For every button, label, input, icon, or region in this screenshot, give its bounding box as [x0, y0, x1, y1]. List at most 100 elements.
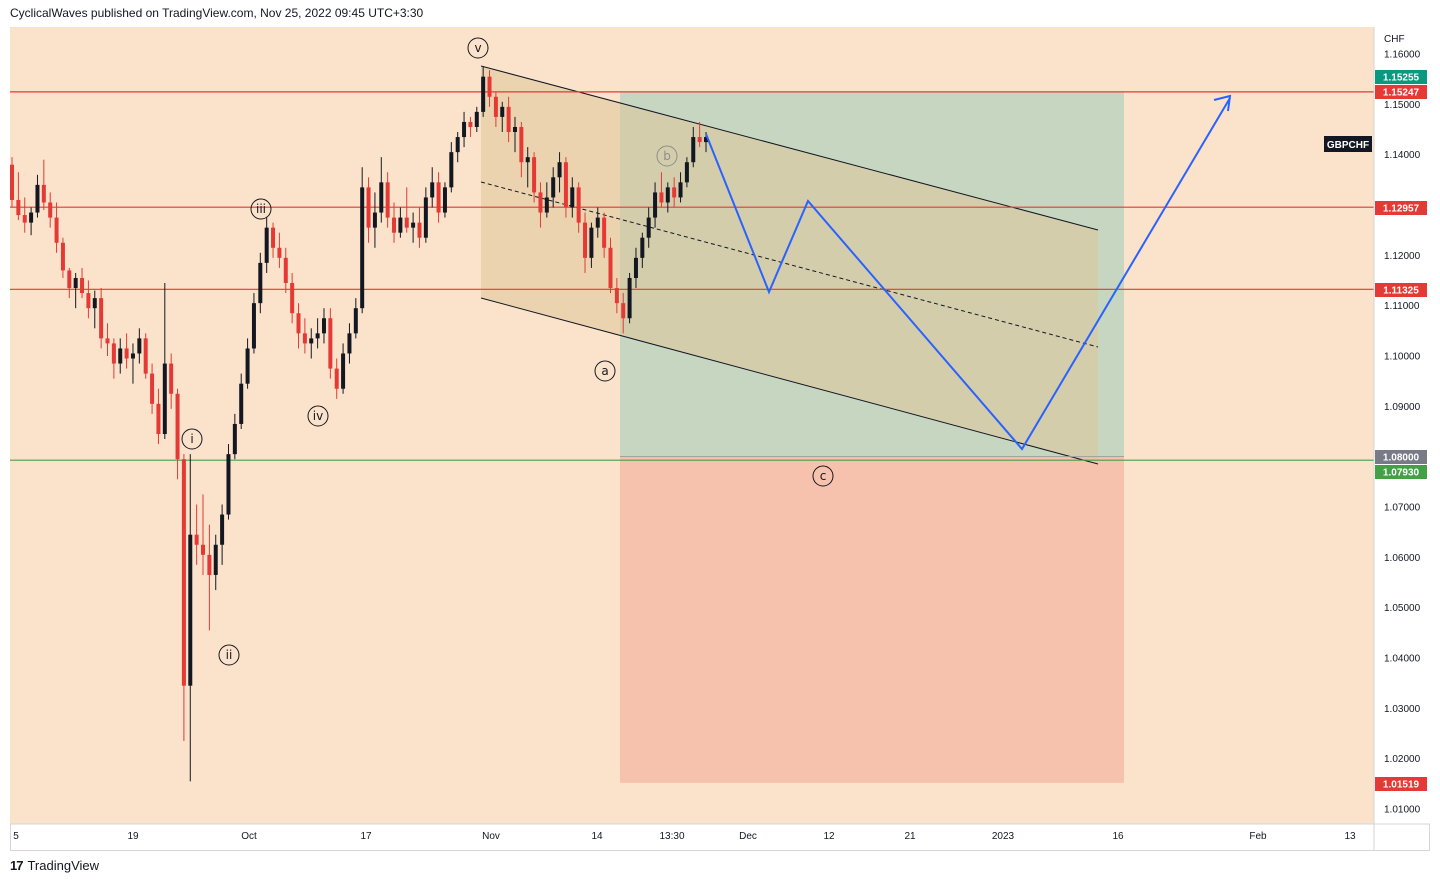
- candles: [10, 66, 708, 782]
- time-tick-label: 2023: [992, 831, 1015, 842]
- candle-body: [602, 217, 607, 248]
- candle: [353, 298, 358, 339]
- brand-name: TradingView: [27, 858, 100, 873]
- candle: [271, 222, 276, 258]
- candle: [54, 202, 59, 253]
- candle: [538, 182, 543, 228]
- candle-body: [633, 257, 638, 278]
- candle-body: [201, 544, 206, 555]
- candle: [169, 353, 174, 409]
- candle-body: [672, 187, 677, 198]
- candle-body: [525, 157, 530, 163]
- candle-body: [544, 197, 549, 213]
- wave-label-c: c: [812, 465, 834, 487]
- candle: [621, 293, 626, 334]
- candle: [60, 237, 65, 278]
- candle-body: [181, 459, 186, 686]
- candle: [48, 192, 53, 228]
- candle-body: [366, 187, 371, 228]
- candle: [640, 232, 645, 268]
- price-label-text: 1.08000: [1383, 453, 1420, 464]
- candle: [385, 172, 390, 228]
- candle: [436, 172, 441, 223]
- candle: [35, 174, 40, 218]
- candle: [417, 207, 422, 248]
- price-axis[interactable]: [1374, 27, 1430, 824]
- candle: [245, 338, 250, 389]
- candle-body: [423, 197, 428, 238]
- wave-label-text: a: [601, 364, 608, 378]
- candle: [137, 328, 142, 364]
- candle-body: [627, 277, 632, 319]
- candle: [512, 116, 517, 153]
- candle: [627, 272, 632, 324]
- price-label: 1.12957: [1375, 201, 1427, 215]
- candle: [576, 182, 581, 233]
- candle-body: [245, 348, 250, 384]
- candle: [372, 192, 377, 248]
- candle: [570, 177, 575, 218]
- candle: [99, 288, 104, 349]
- candle-body: [194, 534, 199, 545]
- candle-body: [232, 423, 237, 455]
- candle-body: [16, 199, 21, 216]
- wave-label-circle: [594, 360, 616, 382]
- candle: [557, 152, 562, 193]
- candle-body: [80, 277, 85, 294]
- candle: [462, 111, 467, 148]
- price-tick-label: 1.01000: [1384, 805, 1421, 816]
- candle-body: [583, 222, 588, 258]
- candle-body: [430, 182, 435, 198]
- wave-label-text: ii: [226, 648, 233, 662]
- price-tick-label: 1.03000: [1384, 704, 1421, 715]
- candle-body: [251, 303, 256, 349]
- candle-body: [213, 544, 218, 575]
- candle-body: [162, 363, 167, 435]
- time-tick-label: 5: [13, 831, 19, 842]
- candle-body: [321, 318, 326, 334]
- candle-body: [226, 454, 231, 515]
- candle-body: [462, 121, 467, 138]
- candle-body: [341, 353, 346, 389]
- candle-body: [493, 96, 498, 117]
- candle: [239, 373, 244, 429]
- price-label-bg: [1375, 465, 1427, 479]
- candle: [360, 167, 365, 314]
- price-label-text: 1.07930: [1383, 468, 1420, 479]
- candle-body: [697, 137, 702, 143]
- time-tick-label: 16: [1112, 831, 1124, 842]
- candle-body: [436, 182, 441, 213]
- candle-body: [277, 247, 282, 258]
- candle-body: [506, 106, 511, 133]
- candle-body: [678, 182, 683, 198]
- candle-body: [360, 187, 365, 309]
- candle-body: [73, 277, 78, 289]
- candle: [697, 121, 702, 148]
- wave-label-circle: [467, 37, 489, 59]
- candle-body: [92, 298, 97, 309]
- candle-body: [640, 237, 645, 258]
- price-label: 1.11325: [1375, 283, 1427, 297]
- channel-fill: [481, 66, 1098, 464]
- candle: [659, 172, 664, 208]
- time-tick-label: 14: [591, 831, 603, 842]
- candle-body: [22, 215, 27, 223]
- candle-body: [143, 338, 148, 374]
- time-axis-ticks[interactable]: 5 19 Oct 17 Nov 14 13:30 Dec 12 21 2023 16 Feb 13: [13, 831, 1356, 842]
- candle: [86, 280, 91, 319]
- candle: [602, 212, 607, 258]
- price-label: 1.15255: [1375, 70, 1427, 84]
- candle: [258, 252, 263, 314]
- price-tick-label: 1.11000: [1384, 301, 1420, 312]
- price-tick-label: 1.09000: [1384, 402, 1421, 413]
- candle: [321, 308, 326, 344]
- candle: [379, 157, 384, 223]
- time-tick-label: 17: [360, 831, 372, 842]
- candle: [532, 152, 537, 203]
- wave-label-text: c: [820, 469, 827, 483]
- candle-body: [156, 403, 161, 435]
- candle-body: [353, 308, 358, 334]
- time-tick-label: 19: [127, 831, 139, 842]
- wave-label-b: b: [656, 145, 678, 167]
